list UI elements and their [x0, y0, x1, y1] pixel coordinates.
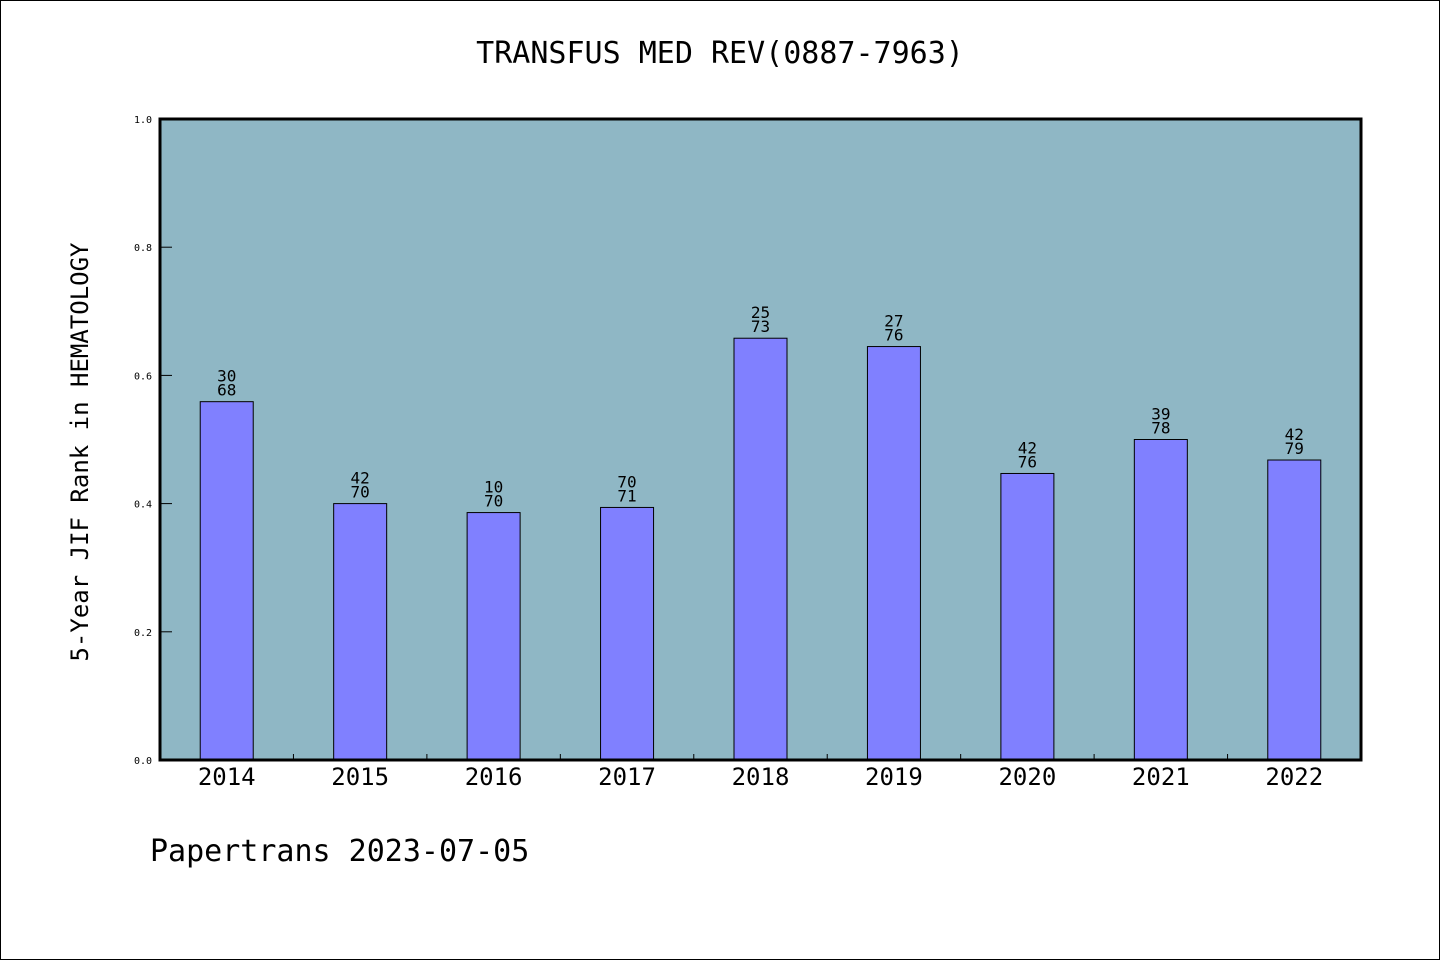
chart-title: TRANSFUS MED REV(0887-7963) — [476, 36, 964, 71]
bar-annotation-top: 42 — [351, 469, 370, 488]
bar — [466, 512, 521, 761]
plot-border — [158, 117, 1363, 762]
bar-annotation-top: 42 — [1018, 438, 1037, 457]
bar-annotation-bottom: 79 — [1285, 439, 1304, 458]
bar-annotation-top: 10 — [484, 478, 503, 497]
bar — [199, 401, 254, 761]
y-axis-label: 5-Year JIF Rank in HEMATOLOGY — [66, 242, 94, 662]
y-tick-label: 0.2 — [134, 628, 152, 639]
x-tick-label: 2016 — [465, 763, 523, 791]
bar-annotation-bottom: 73 — [751, 317, 770, 336]
bar-annotation-top: 42 — [1285, 425, 1304, 444]
bar — [866, 346, 921, 761]
x-tick-label: 2018 — [732, 763, 790, 791]
bar-annotation-bottom: 68 — [217, 381, 236, 400]
x-tick-label: 2021 — [1132, 763, 1190, 791]
bar-annotation-top: 30 — [217, 367, 236, 386]
bar-annotation-top: 25 — [751, 303, 770, 322]
bar — [733, 337, 788, 761]
bar-annotation-bottom: 71 — [617, 486, 636, 505]
bar-annotation-bottom: 70 — [351, 483, 370, 502]
y-tick-label: 0.6 — [134, 371, 152, 382]
bar-annotation-bottom: 76 — [1018, 452, 1037, 471]
bar — [600, 506, 655, 761]
bar-annotation-bottom: 78 — [1151, 419, 1170, 438]
x-tick-label: 2020 — [998, 763, 1056, 791]
x-tick-label: 2019 — [865, 763, 923, 791]
y-tick-label: 0.0 — [134, 756, 152, 767]
footer-credit: Papertrans 2023-07-05 — [150, 834, 530, 869]
x-tick-label: 2017 — [598, 763, 656, 791]
x-tick-label: 2015 — [331, 763, 389, 791]
bar-annotation-bottom: 76 — [884, 326, 903, 345]
x-tick-label: 2014 — [198, 763, 256, 791]
bar — [1267, 459, 1322, 761]
bar — [333, 503, 388, 761]
x-tick-label: 2022 — [1265, 763, 1323, 791]
y-tick-label: 1.0 — [134, 115, 152, 126]
bar-annotation-top: 70 — [617, 472, 636, 491]
y-tick-label: 0.4 — [134, 500, 152, 511]
bar-annotation-bottom: 70 — [484, 492, 503, 511]
bar — [1133, 439, 1188, 761]
y-tick-label: 0.8 — [134, 243, 152, 254]
bar-annotation-top: 39 — [1151, 405, 1170, 424]
bar — [1000, 472, 1055, 761]
bar-annotation-top: 27 — [884, 312, 903, 331]
